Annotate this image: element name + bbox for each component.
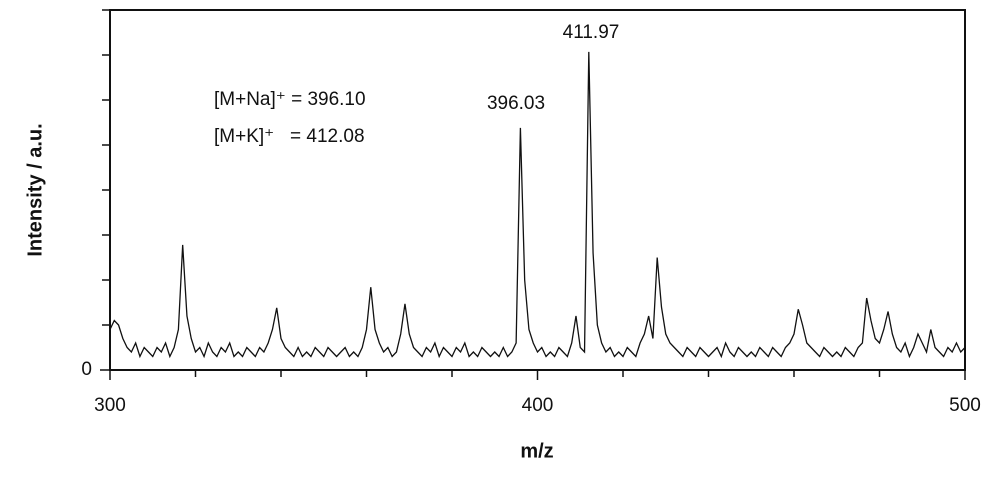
peak-label: 411.97 <box>563 22 620 43</box>
legend-text: [M+K]⁺ = 412.08 <box>214 126 365 147</box>
x-tick-label: 300 <box>94 395 126 416</box>
x-tick-label: 500 <box>949 395 981 416</box>
spectrum-line <box>109 51 966 359</box>
legend-text: [M+Na]⁺ = 396.10 <box>214 89 366 110</box>
plot-frame <box>109 9 966 371</box>
peak-label: 396.03 <box>487 93 545 114</box>
y-tick-label: 0 <box>81 359 92 380</box>
x-tick-label: 400 <box>522 395 554 416</box>
x-axis-title: m/z <box>520 440 553 462</box>
y-axis-title: Intensity / a.u. <box>24 123 46 256</box>
